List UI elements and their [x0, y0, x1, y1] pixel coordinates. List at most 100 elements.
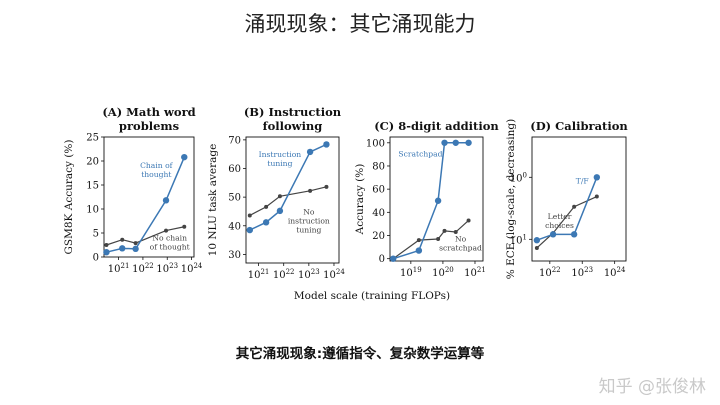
data-point-gray — [182, 224, 187, 229]
y-tick-label: 101 — [510, 233, 527, 246]
y-tick-label: 20 — [86, 157, 99, 168]
axes-frame — [103, 136, 195, 258]
data-point-gray — [453, 230, 458, 235]
data-point-blue — [162, 197, 170, 204]
panel-title: problems — [119, 119, 179, 133]
data-point-gray — [534, 245, 539, 250]
data-point-gray — [133, 241, 138, 246]
x-tick-label: 1019 — [400, 266, 422, 279]
data-point-blue — [465, 139, 472, 146]
y-tick-label: 10 — [86, 205, 99, 216]
x-tick-label: 1021 — [108, 262, 130, 275]
data-point-gray — [264, 204, 269, 209]
y-axis-label: Accuracy (%) — [354, 164, 366, 236]
data-point-gray — [466, 218, 471, 223]
series-annotation: No scratchpad — [439, 234, 482, 252]
y-tick-label: 100 — [510, 171, 527, 184]
series-annotation: No chain of thought — [150, 234, 190, 252]
series-line-blue — [536, 177, 598, 241]
data-point-blue — [323, 141, 330, 148]
data-point-blue — [181, 153, 188, 161]
data-point-gray — [277, 194, 282, 199]
panel-3: (D) Calibration 1022 1023 1024 100 101% ECE (… — [505, 119, 628, 279]
y-tick-label: 15 — [86, 181, 99, 192]
x-tick-label: 1024 — [181, 262, 203, 275]
slide-title: 涌现现象：其它涌现能力 — [244, 12, 476, 36]
data-point-blue — [533, 237, 541, 244]
series-annotation: Letter choices — [545, 212, 574, 230]
shared-x-axis-label: Model scale (training FLOPs) — [294, 290, 450, 302]
x-tick-label: 1023 — [156, 262, 178, 275]
y-tick-label: 0 — [93, 253, 99, 264]
axes-frame — [531, 136, 627, 262]
x-tick-label: 1021 — [248, 268, 270, 281]
data-point-gray — [436, 236, 441, 241]
data-point-blue — [262, 219, 270, 226]
data-point-blue — [119, 245, 126, 252]
slide-caption: 其它涌现现象:遵循指令、复杂数学运算等 — [235, 346, 485, 362]
data-point-blue — [103, 249, 110, 256]
y-tick-label: 25 — [86, 133, 99, 144]
y-tick-label: 80 — [372, 161, 385, 172]
data-point-blue — [276, 207, 284, 215]
data-point-blue — [246, 226, 253, 234]
y-axis-label: % ECE (log-scale, decreasing) — [505, 119, 517, 279]
y-tick-label: 0 — [379, 254, 385, 265]
series-annotation: Scratchpad — [398, 150, 442, 159]
series-annotation: Chain of thought — [140, 161, 174, 179]
data-point-gray — [324, 184, 329, 189]
data-point-gray — [572, 204, 577, 209]
x-tick-label: 1024 — [323, 268, 345, 281]
panel-title: (C) 8-digit addition — [374, 119, 499, 133]
y-tick-label: 30 — [228, 250, 241, 261]
data-point-blue — [441, 139, 448, 146]
x-tick-label: 1022 — [539, 266, 561, 279]
panel-title: (D) Calibration — [530, 119, 628, 133]
y-tick-label: 60 — [228, 164, 241, 175]
data-point-gray — [416, 238, 421, 243]
panel-2: (C) 8-digit addition 1019 1020 1021 0 20 40 60 8… — [354, 119, 499, 279]
data-point-blue — [570, 231, 578, 238]
data-point-blue — [306, 148, 314, 156]
y-tick-label: 70 — [228, 135, 241, 146]
panel-title: (B) Instruction — [244, 105, 342, 119]
data-point-blue — [549, 231, 557, 238]
y-tick-label: 40 — [228, 221, 241, 232]
x-tick-label: 1024 — [604, 266, 626, 279]
panel-title: following — [263, 119, 323, 133]
data-point-blue — [132, 245, 139, 253]
data-point-gray — [164, 228, 169, 233]
y-tick-label: 5 — [93, 229, 99, 240]
series-annotation: T/F — [576, 177, 589, 186]
data-point-blue — [390, 255, 397, 262]
x-tick-label: 1020 — [432, 266, 454, 279]
data-point-blue — [452, 139, 459, 146]
y-tick-label: 100 — [366, 138, 385, 149]
data-point-gray — [247, 213, 252, 218]
data-point-gray — [442, 228, 447, 233]
data-point-gray — [594, 194, 599, 199]
x-tick-label: 1023 — [298, 268, 320, 281]
y-tick-label: 60 — [372, 185, 385, 196]
data-point-gray — [308, 188, 313, 193]
series-annotation: Instruction tuning — [259, 150, 302, 168]
data-point-blue — [434, 197, 442, 204]
series-line-gray — [249, 186, 327, 216]
series-annotation: No instruction tuning — [288, 207, 330, 234]
x-tick-label: 1022 — [132, 262, 154, 275]
x-tick-label: 1023 — [571, 266, 593, 279]
x-tick-label: 1021 — [464, 266, 486, 279]
data-point-gray — [104, 243, 109, 247]
panel-title: (A) Math word — [102, 105, 195, 119]
axes-frame — [389, 136, 484, 262]
data-point-gray — [120, 237, 125, 242]
data-point-blue — [415, 247, 423, 254]
y-tick-label: 20 — [372, 231, 385, 242]
data-point-blue — [593, 174, 601, 181]
y-tick-label: 40 — [372, 208, 385, 219]
x-tick-label: 1022 — [273, 268, 295, 281]
y-axis-label: 10 NLU task average — [207, 144, 219, 257]
